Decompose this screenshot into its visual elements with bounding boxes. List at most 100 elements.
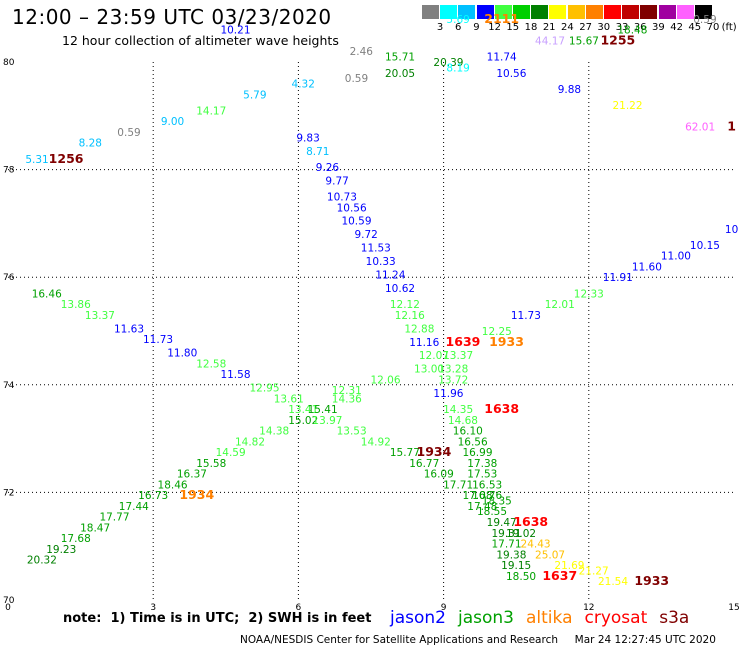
data-point-label: 16.76 bbox=[472, 490, 502, 502]
color-scale-label: 18 bbox=[524, 22, 538, 33]
data-point-label: 20.05 bbox=[385, 68, 415, 80]
data-point-label: 18.47 bbox=[80, 522, 110, 534]
data-point-label: 13.41 bbox=[288, 404, 318, 416]
data-point-label: 14.59 bbox=[216, 447, 246, 459]
legend-jason3: jason3 bbox=[458, 608, 514, 628]
data-point-label: 5.79 bbox=[243, 89, 266, 101]
data-point-label: 13.86 bbox=[61, 299, 91, 311]
data-point-label: 13.53 bbox=[337, 426, 367, 438]
data-point-label: 17.71 bbox=[443, 479, 473, 491]
data-point-label: 10.33 bbox=[366, 256, 396, 268]
footnote: note: 1) Time is in UTC; 2) SWH is in fe… bbox=[63, 611, 372, 626]
color-swatch bbox=[622, 5, 640, 19]
legend-s3a: s3a bbox=[659, 608, 690, 628]
data-point-label: 12.07 bbox=[419, 350, 449, 362]
data-point-label: 10.56 bbox=[496, 68, 526, 80]
data-point-label: 15.77 bbox=[390, 447, 420, 459]
color-swatch bbox=[604, 5, 621, 19]
data-point-label: 21.54 bbox=[598, 576, 628, 588]
data-point-label: 2.46 bbox=[350, 46, 374, 58]
data-point-label: 11.00 bbox=[661, 251, 691, 263]
color-scale-label: 27 bbox=[579, 22, 592, 33]
color-scale-label: 3 bbox=[436, 22, 444, 33]
data-point-label: 21.69 bbox=[554, 560, 584, 572]
data-point-label: 11.58 bbox=[220, 369, 250, 381]
data-point-label: 15.41 bbox=[308, 404, 338, 416]
data-point-label: 17.71 bbox=[491, 539, 521, 551]
data-point-label: 9.83 bbox=[296, 132, 319, 144]
data-point-label: 18.35 bbox=[482, 495, 512, 507]
data-point-label: 12.95 bbox=[249, 382, 279, 394]
color-scale-label: 70 bbox=[706, 22, 720, 33]
data-point-label: 11.91 bbox=[603, 272, 633, 284]
data-point-label: 10.73 bbox=[327, 192, 357, 204]
data-point-label: 12.06 bbox=[370, 374, 400, 386]
color-scale-label: 42 bbox=[670, 22, 683, 33]
data-point-label: 1933 bbox=[489, 334, 524, 349]
data-point-label: 62.01 bbox=[685, 122, 715, 134]
data-point-label: 10.62 bbox=[385, 283, 415, 295]
data-point-label: 11.74 bbox=[487, 52, 517, 64]
data-point-label: 44.17 bbox=[535, 35, 565, 47]
legend-cryosat: cryosat bbox=[584, 608, 648, 628]
data-point-label: 17.68 bbox=[61, 533, 91, 545]
data-point-label: 11.73 bbox=[143, 334, 173, 346]
data-point-label: 16.77 bbox=[409, 458, 439, 470]
data-point-label: 1638 bbox=[484, 401, 519, 416]
y-tick-label: 74 bbox=[3, 381, 15, 391]
data-point-label: 10.56 bbox=[337, 202, 367, 214]
data-point-label: 11.60 bbox=[632, 261, 662, 273]
data-point-label: 12.58 bbox=[196, 358, 226, 370]
data-point-label: 10 bbox=[725, 224, 738, 236]
data-point-label: 16.37 bbox=[177, 469, 207, 481]
color-swatch bbox=[549, 5, 567, 19]
data-point-label: 13.00 bbox=[414, 364, 444, 376]
color-swatch bbox=[440, 5, 458, 19]
color-swatch bbox=[476, 5, 494, 19]
data-point-label: 21.22 bbox=[612, 100, 642, 112]
color-swatch bbox=[422, 5, 439, 19]
data-point-label: 17.38 bbox=[467, 458, 497, 470]
data-point-label: 16.99 bbox=[462, 447, 492, 459]
data-point-label: 17.44 bbox=[119, 501, 149, 513]
color-swatch bbox=[567, 5, 585, 19]
y-tick-label: 72 bbox=[3, 488, 14, 498]
data-point-label: 14.17 bbox=[196, 105, 226, 117]
color-swatch bbox=[658, 5, 676, 19]
data-point-label: 18.46 bbox=[158, 479, 188, 491]
x-tick-label: 3 bbox=[150, 603, 156, 613]
color-swatch bbox=[676, 5, 694, 19]
data-point-label: 19.47 bbox=[487, 517, 517, 529]
y-tick-label: 80 bbox=[3, 58, 15, 68]
color-swatch bbox=[513, 5, 530, 19]
data-point-label: 9.00 bbox=[161, 116, 184, 128]
data-point-label: 15.71 bbox=[385, 52, 415, 64]
chart-title: 12:00 – 23:59 UTC 03/23/2020 bbox=[12, 5, 332, 29]
data-point-label: 21.27 bbox=[579, 565, 609, 577]
color-swatch bbox=[531, 5, 549, 19]
data-point-label: 20.32 bbox=[27, 555, 57, 567]
color-swatch bbox=[585, 5, 603, 19]
data-point-label: 14.92 bbox=[361, 436, 391, 448]
x-tick-label: 15 bbox=[728, 603, 739, 613]
credit-line: NOAA/NESDIS Center for Satellite Applica… bbox=[240, 634, 716, 646]
data-point-label: 1638 bbox=[513, 514, 548, 529]
data-point-label: 13.37 bbox=[85, 310, 115, 322]
data-point-label: 16.53 bbox=[472, 479, 502, 491]
data-point-label: 9.26 bbox=[316, 162, 340, 174]
data-point-label: 9.77 bbox=[325, 175, 348, 187]
data-point-label: 19.15 bbox=[501, 560, 531, 572]
data-point-label: 2111 bbox=[484, 11, 519, 26]
data-point-label: 11.73 bbox=[511, 310, 541, 322]
color-scale-label: 24 bbox=[561, 22, 574, 33]
color-scale-label: 39 bbox=[652, 22, 665, 33]
x-tick-label: 9 bbox=[441, 603, 447, 613]
data-point-label: 12.16 bbox=[395, 310, 425, 322]
data-point-label: 16.46 bbox=[32, 288, 62, 300]
color-scale-label: 9 bbox=[473, 22, 480, 33]
data-point-label: 17.08 bbox=[462, 490, 492, 502]
data-point-label: 8.28 bbox=[79, 138, 102, 150]
data-point-label: 5.69 bbox=[446, 14, 469, 26]
data-point-label: 12.12 bbox=[390, 299, 420, 311]
